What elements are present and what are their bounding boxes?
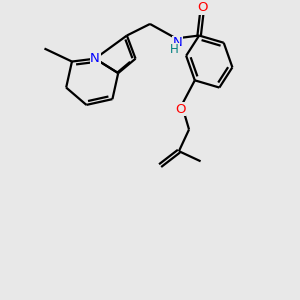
Text: O: O [175,103,186,116]
Text: H: H [170,44,179,56]
Text: N: N [90,52,100,65]
Text: N: N [172,36,182,49]
Text: O: O [197,1,207,14]
